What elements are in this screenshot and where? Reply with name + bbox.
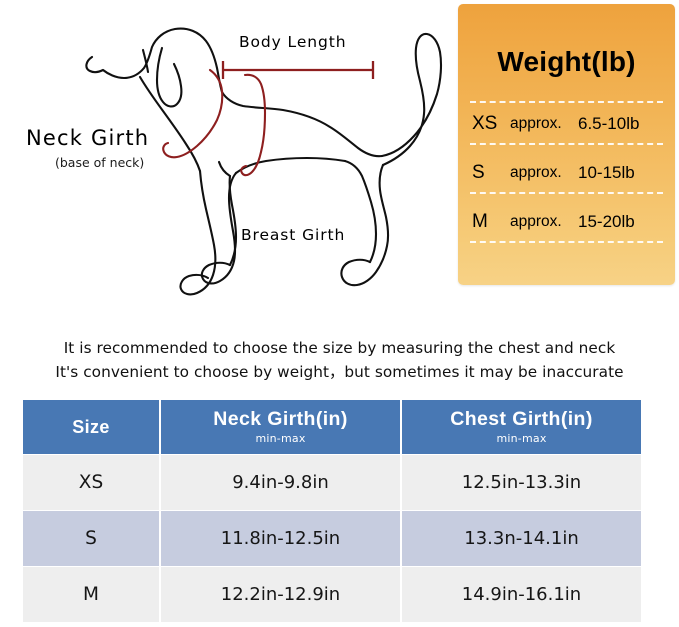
table-row: XS 9.4in-9.8in 12.5in-13.3in [23,455,641,510]
weight-row-divider [470,192,663,194]
weight-row-value: 10-15lb [578,163,635,182]
table-header-chest-girth: Chest Girth(in) min-max [402,400,641,454]
table-header-neck-girth-label: Neck Girth(in) [213,408,348,430]
table-cell-neck: 11.8in-12.5in [161,511,400,566]
table-header-neck-girth-sub: min-max [255,432,306,445]
label-neck-girth-sublabel: (base of neck) [55,155,145,170]
table-header-size-label: Size [72,416,110,437]
neck-girth-line [162,68,224,159]
table-row: S 11.8in-12.5in 13.3n-14.1in [23,511,641,566]
weight-row-approx: approx. [510,164,562,181]
table-cell-chest: 12.5in-13.3in [402,455,641,510]
table-cell-chest: 13.3n-14.1in [402,511,641,566]
weight-row-divider [470,101,663,103]
weight-row-size: S [472,162,485,183]
weight-row-size: XS [472,113,498,134]
dog-outline-svg [85,27,443,296]
table-header-neck-girth: Neck Girth(in) min-max [161,400,400,454]
recommendation-line-1: It is recommended to choose the size by … [63,339,616,357]
body-length-measure-bar [221,61,375,79]
weight-row: S approx. 10-15lb [470,153,666,193]
recommendation-text: It is recommended to choose the size by … [0,336,679,384]
table-cell-neck: 9.4in-9.8in [161,455,400,510]
table-header-chest-girth-sub: min-max [496,432,547,445]
table-header-chest-girth-label: Chest Girth(in) [450,408,593,430]
label-neck-girth: Neck Girth [26,126,150,150]
weight-panel: Weight(lb) XS approx. 6.5-10lb S approx.… [458,4,675,285]
table-cell-size: S [23,511,159,566]
recommendation-line-2: It's convenient to choose by weight，but … [55,363,624,381]
breast-girth-line [240,73,267,177]
table-row: M 12.2in-12.9in 14.9in-16.1in [23,567,641,622]
table-cell-neck: 12.2in-12.9in [161,567,400,622]
weight-row-approx: approx. [510,115,562,132]
size-chart-table: Size Neck Girth(in) min-max Chest Girth(… [21,399,643,623]
weight-panel-title: Weight(lb) [497,46,636,77]
weight-row: M approx. 15-20lb [470,202,666,242]
table-cell-chest: 14.9in-16.1in [402,567,641,622]
weight-row-divider [470,241,663,243]
table-cell-size: XS [23,455,159,510]
top-section: Body Length Neck Girth (base of neck) Br… [0,0,679,300]
table-header-row: Size Neck Girth(in) min-max Chest Girth(… [23,400,641,454]
weight-row-value: 15-20lb [578,212,635,231]
table-header-size: Size [23,400,159,454]
label-breast-girth: Breast Girth [241,226,346,244]
weight-row-approx: approx. [510,213,562,230]
dog-body-outline [85,27,443,296]
weight-row-divider [470,143,663,145]
weight-row-value: 6.5-10lb [578,114,640,133]
table-cell-size: M [23,567,159,622]
weight-row-size: M [472,211,488,232]
label-body-length: Body Length [239,33,347,51]
weight-row: XS approx. 6.5-10lb [470,104,666,144]
dog-measurement-diagram: Body Length Neck Girth (base of neck) Br… [0,0,460,300]
